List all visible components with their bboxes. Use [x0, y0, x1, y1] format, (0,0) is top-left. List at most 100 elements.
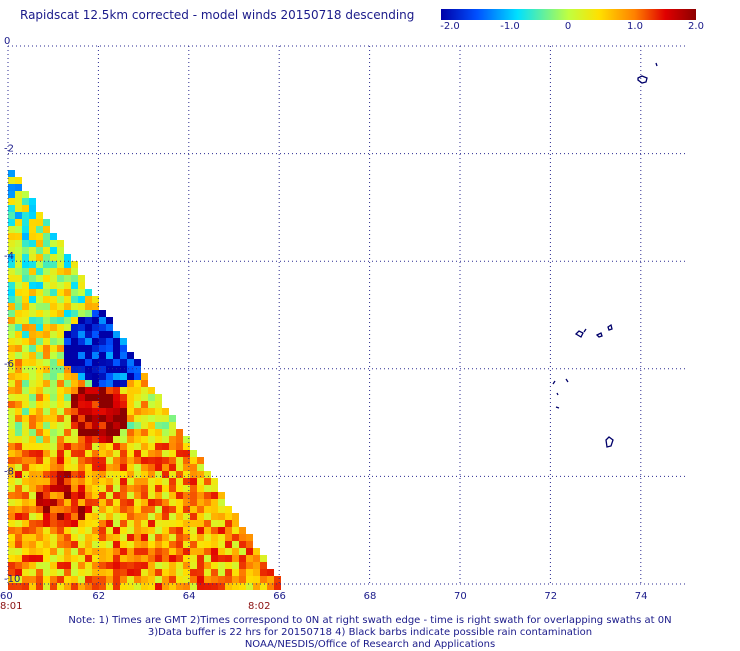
wind-cell: [15, 331, 22, 338]
wind-cell: [71, 387, 78, 394]
wind-cell: [197, 527, 204, 534]
wind-cell: [183, 541, 190, 548]
wind-cell: [8, 499, 15, 506]
wind-cell: [106, 373, 113, 380]
wind-cell: [29, 492, 36, 499]
wind-cell: [57, 415, 64, 422]
wind-cell: [22, 436, 29, 443]
wind-cell: [15, 310, 22, 317]
wind-cell: [36, 443, 43, 450]
wind-cell: [162, 443, 169, 450]
wind-cell: [148, 541, 155, 548]
wind-cell: [113, 527, 120, 534]
wind-cell: [57, 520, 64, 527]
wind-cell: [22, 233, 29, 240]
wind-cell: [127, 555, 134, 562]
wind-cell: [71, 275, 78, 282]
wind-cell: [148, 583, 155, 590]
wind-cell: [113, 366, 120, 373]
wind-cell: [113, 429, 120, 436]
wind-cell: [106, 422, 113, 429]
wind-cell: [141, 555, 148, 562]
wind-cell: [106, 506, 113, 513]
wind-cell: [113, 464, 120, 471]
wind-cell: [15, 261, 22, 268]
wind-cell: [71, 289, 78, 296]
wind-cell: [225, 555, 232, 562]
wind-cell: [8, 527, 15, 534]
wind-cell: [43, 555, 50, 562]
wind-cell: [71, 534, 78, 541]
wind-cell: [8, 324, 15, 331]
wind-cell: [267, 576, 274, 583]
wind-cell: [22, 331, 29, 338]
wind-cell: [106, 485, 113, 492]
wind-cell: [43, 401, 50, 408]
wind-cell: [92, 422, 99, 429]
wind-cell: [155, 478, 162, 485]
wind-cell: [190, 485, 197, 492]
wind-cell: [120, 485, 127, 492]
wind-cell: [29, 310, 36, 317]
wind-cell: [22, 352, 29, 359]
wind-cell: [141, 422, 148, 429]
wind-cell: [22, 541, 29, 548]
wind-cell: [22, 296, 29, 303]
wind-cell: [15, 401, 22, 408]
timestamp-label: 8:01: [0, 601, 22, 612]
wind-cell: [57, 275, 64, 282]
wind-cell: [169, 548, 176, 555]
wind-cell: [92, 576, 99, 583]
wind-cell: [190, 527, 197, 534]
wind-cell: [183, 583, 190, 590]
wind-cell: [85, 401, 92, 408]
wind-cell: [239, 534, 246, 541]
wind-cell: [36, 520, 43, 527]
wind-cell: [8, 205, 15, 212]
wind-cell: [106, 366, 113, 373]
wind-cell: [155, 541, 162, 548]
wind-cell: [57, 268, 64, 275]
wind-cell: [29, 436, 36, 443]
wind-cell: [120, 380, 127, 387]
wind-cell: [78, 478, 85, 485]
wind-cell: [113, 394, 120, 401]
wind-cell: [197, 485, 204, 492]
wind-cell: [50, 555, 57, 562]
wind-cell: [71, 583, 78, 590]
wind-cell: [22, 548, 29, 555]
wind-cell: [43, 380, 50, 387]
tick-label: -8: [4, 466, 14, 477]
wind-cell: [29, 429, 36, 436]
wind-cell: [78, 345, 85, 352]
wind-cell: [211, 555, 218, 562]
island-outline: [574, 328, 587, 338]
wind-cell: [127, 380, 134, 387]
wind-cell: [43, 310, 50, 317]
wind-cell: [36, 324, 43, 331]
wind-cell: [232, 562, 239, 569]
wind-cell: [15, 247, 22, 254]
wind-cell: [64, 562, 71, 569]
wind-cell: [246, 562, 253, 569]
wind-cell: [204, 569, 211, 576]
wind-cell: [22, 429, 29, 436]
wind-cell: [22, 289, 29, 296]
wind-cell: [260, 569, 267, 576]
wind-cell: [190, 464, 197, 471]
wind-cell: [8, 268, 15, 275]
wind-cell: [57, 387, 64, 394]
wind-cell: [43, 583, 50, 590]
wind-cell: [36, 247, 43, 254]
wind-cell: [78, 457, 85, 464]
wind-cell: [106, 450, 113, 457]
wind-cell: [176, 443, 183, 450]
wind-cell: [43, 520, 50, 527]
wind-cell: [148, 422, 155, 429]
island-outline: [655, 62, 658, 67]
wind-cell: [64, 415, 71, 422]
wind-cell: [36, 576, 43, 583]
wind-cell: [36, 289, 43, 296]
wind-cell: [183, 485, 190, 492]
wind-cell: [78, 387, 85, 394]
